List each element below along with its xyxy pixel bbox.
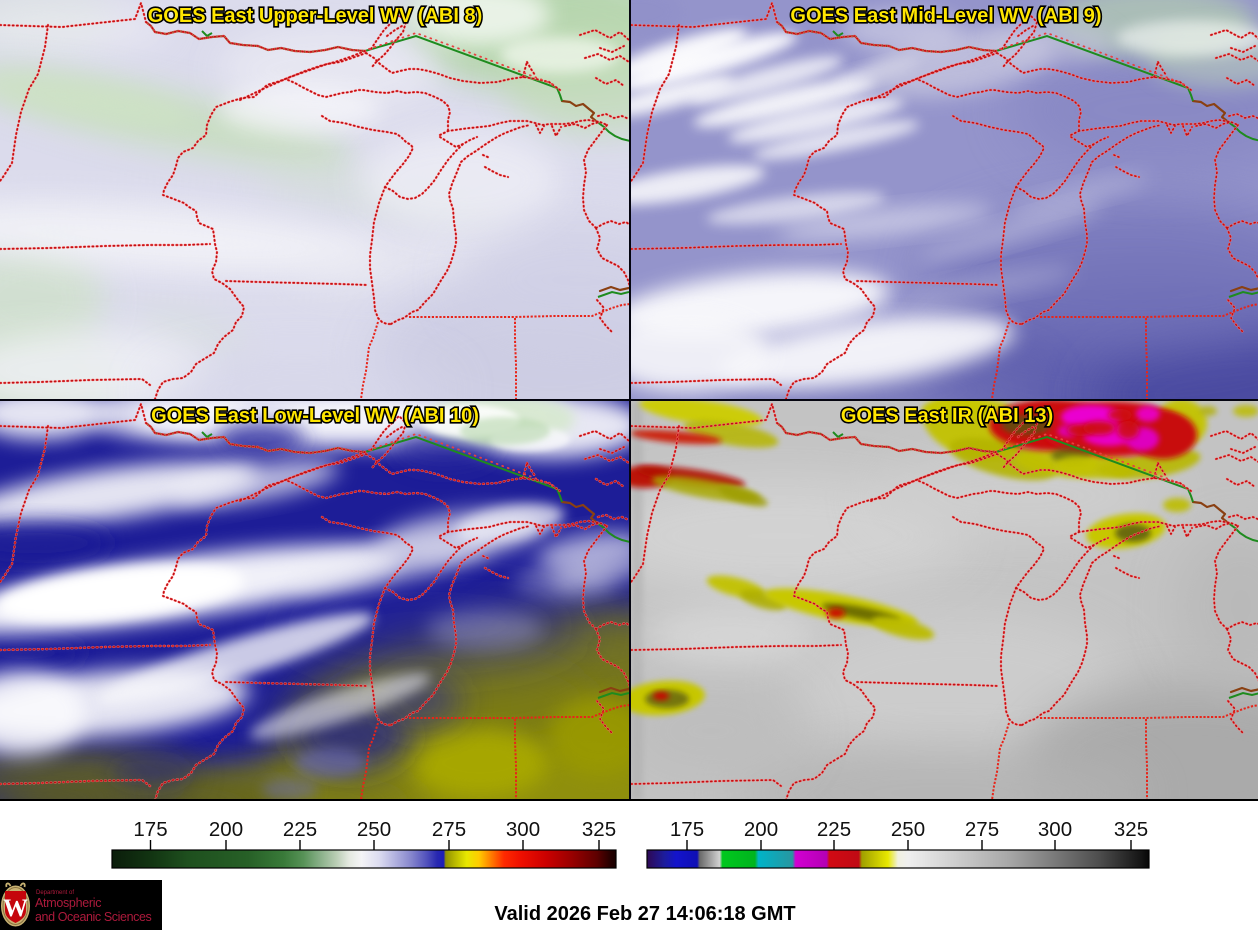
svg-text:GOES East Upper-Level WV (ABI: GOES East Upper-Level WV (ABI 8)	[148, 5, 483, 27]
svg-text:300: 300	[506, 818, 540, 841]
svg-text:Valid 2026 Feb 27 14:06:18 GMT: Valid 2026 Feb 27 14:06:18 GMT	[494, 903, 795, 925]
svg-text:325: 325	[582, 818, 616, 841]
svg-text:175: 175	[670, 818, 704, 841]
svg-text:and Oceanic Sciences: and Oceanic Sciences	[35, 910, 152, 924]
svg-text:200: 200	[744, 818, 778, 841]
svg-text:175: 175	[133, 818, 167, 841]
svg-text:275: 275	[432, 818, 466, 841]
svg-text:200: 200	[209, 818, 243, 841]
svg-text:GOES East Low-Level WV (ABI 10: GOES East Low-Level WV (ABI 10)	[151, 405, 479, 427]
svg-text:225: 225	[817, 818, 851, 841]
svg-text:Department of: Department of	[36, 890, 74, 896]
svg-text:325: 325	[1114, 818, 1148, 841]
svg-text:250: 250	[891, 818, 925, 841]
svg-text:GOES East IR (ABI 13): GOES East IR (ABI 13)	[841, 405, 1053, 427]
svg-text:300: 300	[1038, 818, 1072, 841]
svg-text:GOES East Mid-Level WV (ABI 9): GOES East Mid-Level WV (ABI 9)	[790, 5, 1101, 27]
svg-text:275: 275	[965, 818, 999, 841]
svg-text:250: 250	[357, 818, 391, 841]
svg-text:W: W	[3, 895, 28, 922]
svg-text:225: 225	[283, 818, 317, 841]
svg-text:Atmospheric: Atmospheric	[35, 896, 101, 910]
